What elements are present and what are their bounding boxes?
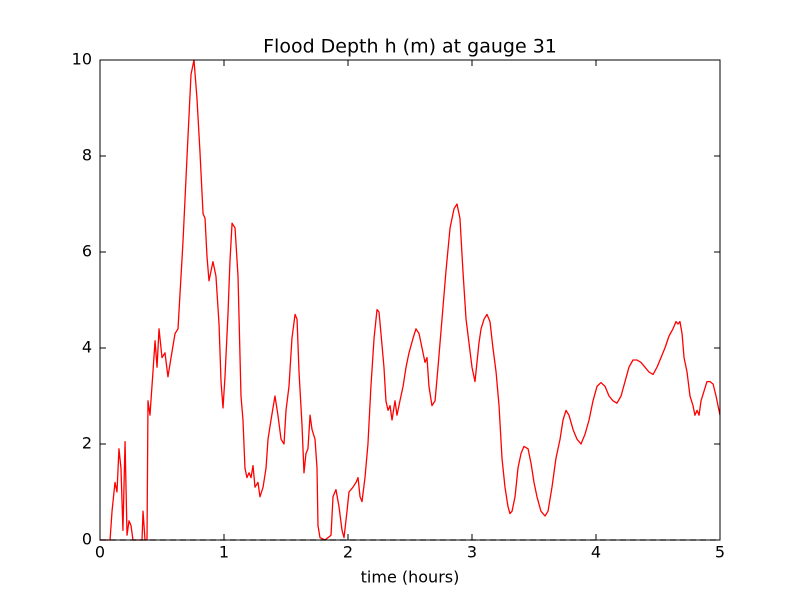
x-tick-label: 0 <box>95 543 105 562</box>
x-axis-label: time (hours) <box>361 568 460 587</box>
chart-title: Flood Depth h (m) at gauge 31 <box>263 36 557 58</box>
y-tick-label: 0 <box>82 530 92 549</box>
x-tick-label: 2 <box>343 543 353 562</box>
x-tick-label: 1 <box>219 543 229 562</box>
y-tick-label: 8 <box>82 146 92 165</box>
y-tick-label: 10 <box>72 50 92 69</box>
x-tick-label: 4 <box>591 543 601 562</box>
y-tick-label: 4 <box>82 338 92 357</box>
y-tick-label: 2 <box>82 434 92 453</box>
plot-frame <box>99 59 721 541</box>
data-line <box>100 59 721 541</box>
x-tick-label: 3 <box>467 543 477 562</box>
y-tick-label: 6 <box>82 242 92 261</box>
x-tick-label: 5 <box>715 543 725 562</box>
